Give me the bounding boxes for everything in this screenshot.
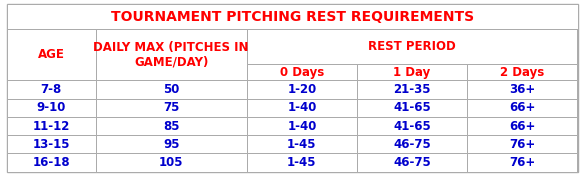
Text: 1-45: 1-45	[287, 156, 316, 169]
Bar	[95, 80, 247, 99]
Bar	[357, 117, 467, 135]
Text: 1-40: 1-40	[287, 101, 316, 114]
Bar	[95, 135, 247, 153]
Bar	[7, 29, 95, 80]
Text: 36+: 36+	[509, 83, 535, 96]
Text: 66+: 66+	[509, 120, 535, 133]
Bar	[7, 99, 95, 117]
Text: 95: 95	[163, 138, 180, 151]
Text: 50: 50	[163, 83, 180, 96]
Text: 21-35: 21-35	[393, 83, 431, 96]
Text: 16-18: 16-18	[32, 156, 70, 169]
Text: 9-10: 9-10	[37, 101, 66, 114]
Text: 46-75: 46-75	[393, 138, 431, 151]
Bar	[247, 29, 577, 64]
Bar	[7, 135, 95, 153]
Bar	[95, 153, 247, 172]
Bar	[247, 117, 357, 135]
Text: TOURNAMENT PITCHING REST REQUIREMENTS: TOURNAMENT PITCHING REST REQUIREMENTS	[111, 10, 474, 24]
Text: 1-45: 1-45	[287, 138, 316, 151]
Bar	[95, 29, 247, 80]
Text: 7-8: 7-8	[40, 83, 62, 96]
Bar	[7, 80, 95, 99]
Text: DAILY MAX (PITCHES IN
GAME/DAY): DAILY MAX (PITCHES IN GAME/DAY)	[94, 41, 249, 69]
Bar	[357, 153, 467, 172]
Bar	[467, 153, 577, 172]
Text: 85: 85	[163, 120, 180, 133]
Text: 46-75: 46-75	[393, 156, 431, 169]
Text: 76+: 76+	[509, 138, 535, 151]
Text: 76+: 76+	[509, 156, 535, 169]
Bar	[467, 80, 577, 99]
Bar	[357, 80, 467, 99]
Bar	[7, 4, 578, 29]
Text: 1-20: 1-20	[287, 83, 316, 96]
Bar	[357, 99, 467, 117]
Bar	[247, 99, 357, 117]
Text: 1 Day: 1 Day	[394, 66, 431, 79]
Bar	[467, 64, 577, 80]
Text: REST PERIOD: REST PERIOD	[368, 40, 456, 53]
Bar	[7, 117, 95, 135]
Bar	[467, 99, 577, 117]
Bar	[357, 64, 467, 80]
Bar	[467, 135, 577, 153]
Bar	[95, 117, 247, 135]
Bar	[357, 135, 467, 153]
Bar	[467, 117, 577, 135]
Text: 13-15: 13-15	[33, 138, 70, 151]
Bar	[95, 99, 247, 117]
Text: 11-12: 11-12	[33, 120, 70, 133]
Text: 66+: 66+	[509, 101, 535, 114]
Text: 105: 105	[159, 156, 184, 169]
Text: AGE: AGE	[38, 48, 65, 61]
Bar	[247, 64, 357, 80]
Text: 1-40: 1-40	[287, 120, 316, 133]
Text: 41-65: 41-65	[393, 120, 431, 133]
Bar	[247, 153, 357, 172]
Bar	[7, 153, 95, 172]
Bar	[247, 80, 357, 99]
Text: 0 Days: 0 Days	[280, 66, 324, 79]
Bar	[247, 135, 357, 153]
Text: 2 Days: 2 Days	[500, 66, 545, 79]
Text: 75: 75	[163, 101, 180, 114]
Text: 41-65: 41-65	[393, 101, 431, 114]
